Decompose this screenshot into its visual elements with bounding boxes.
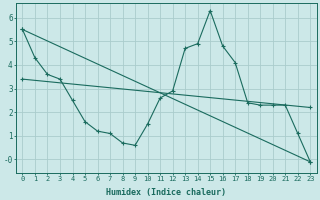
X-axis label: Humidex (Indice chaleur): Humidex (Indice chaleur) [106, 188, 226, 197]
